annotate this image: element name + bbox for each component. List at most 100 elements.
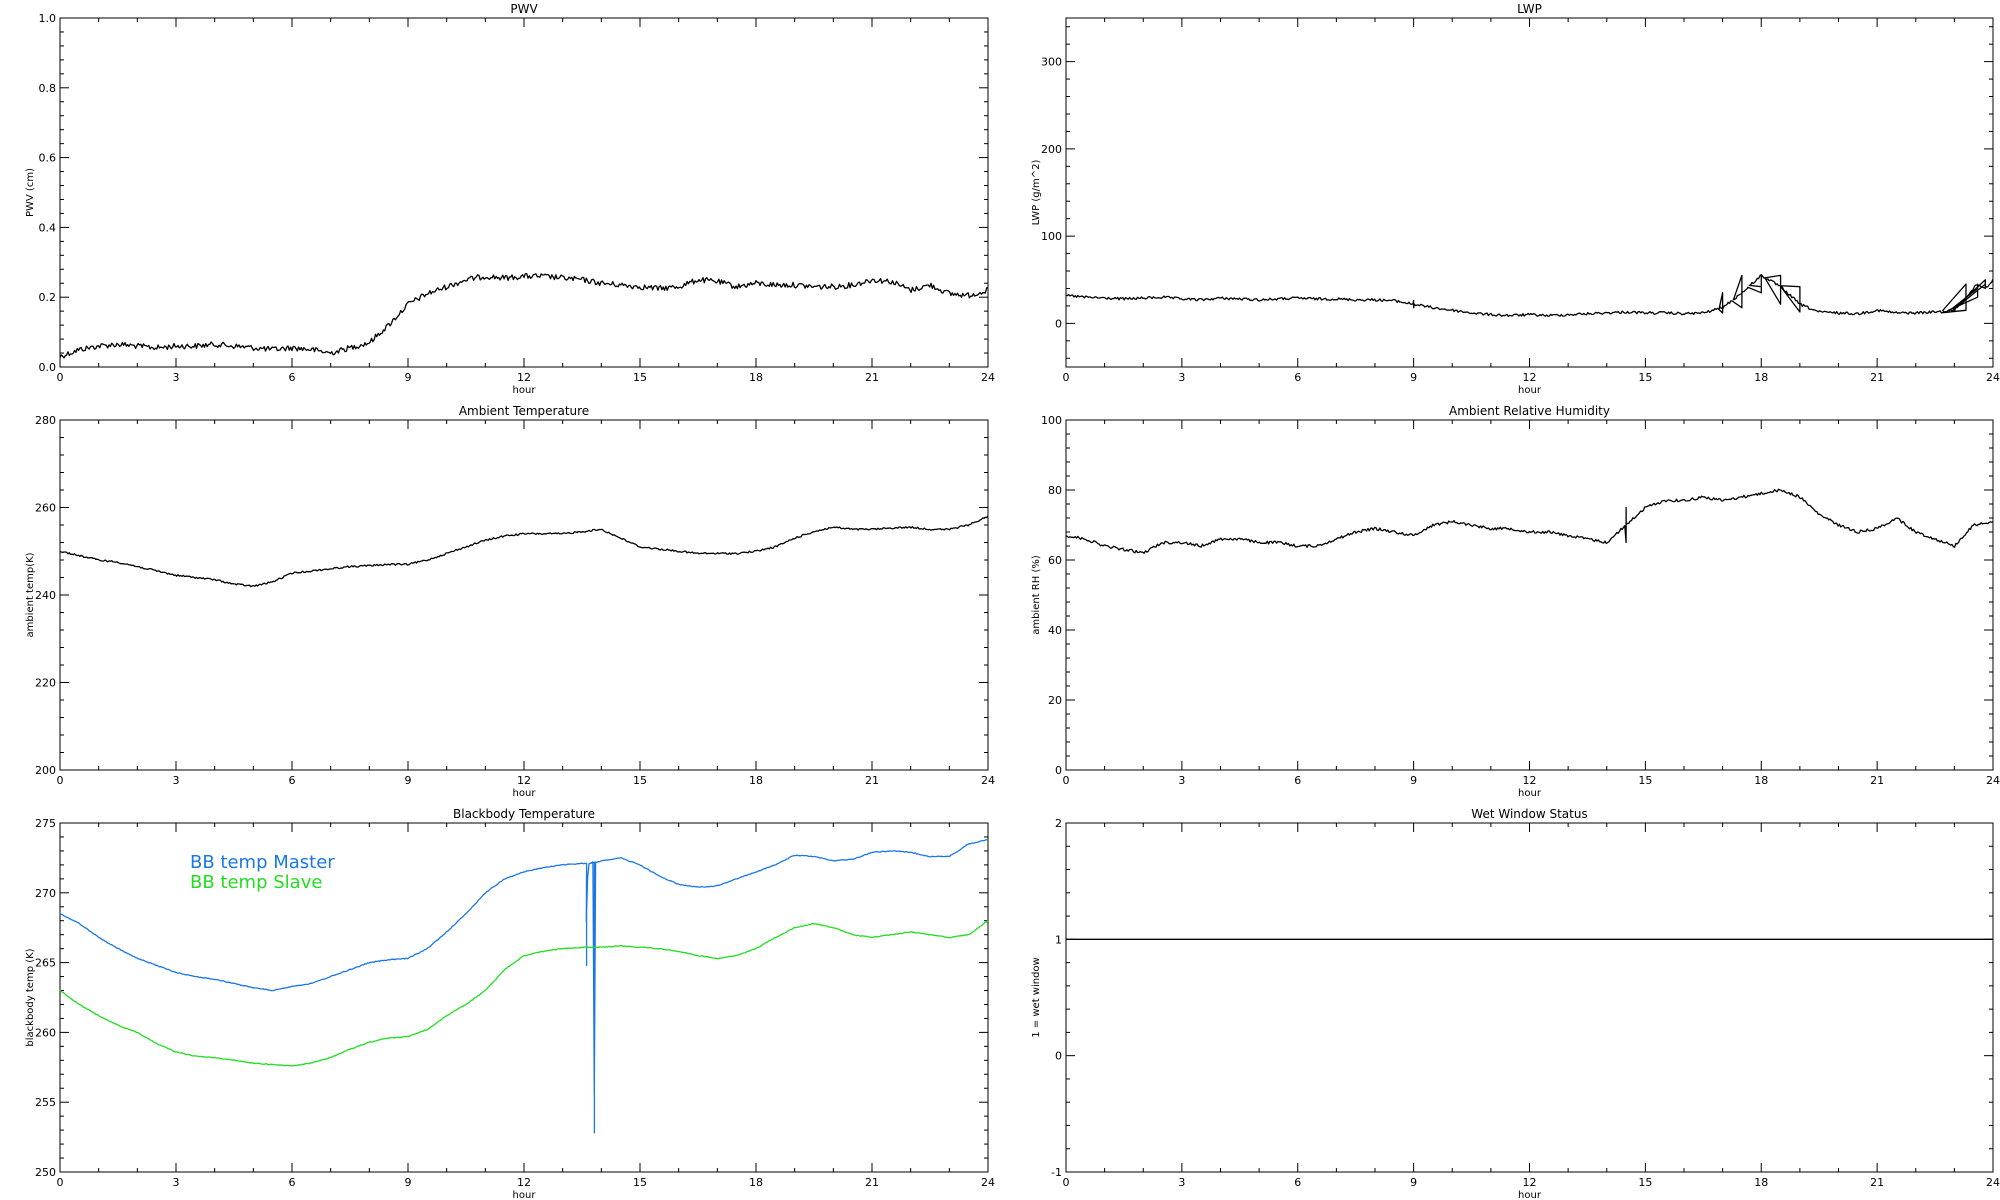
x-tick-label: 3 <box>1178 1176 1185 1189</box>
legend-entry: BB temp Slave <box>190 872 322 893</box>
chart-title: PWV <box>510 2 538 16</box>
x-tick-label: 12 <box>517 1176 531 1189</box>
x-tick-label: 15 <box>1638 774 1652 787</box>
plot-frame <box>59 419 989 771</box>
y-tick-label: 250 <box>35 1166 56 1179</box>
x-axis-label: hour <box>513 385 537 396</box>
x-tick-label: 24 <box>981 1176 995 1189</box>
y-axis-label: ambient RH (%) <box>1031 555 1042 635</box>
x-tick-label: 0 <box>57 1176 64 1189</box>
x-tick-label: 6 <box>289 371 296 384</box>
x-tick-label: 24 <box>1986 371 2000 384</box>
x-tick-label: 21 <box>1870 371 1884 384</box>
chart-title: Wet Window Status <box>1471 807 1587 821</box>
x-tick-label: 6 <box>1294 1176 1301 1189</box>
x-tick-label: 21 <box>865 774 879 787</box>
y-axis-label: blackbody temp (K) <box>25 948 36 1046</box>
y-tick-label: 1 <box>1055 933 1062 946</box>
x-tick-label: 21 <box>1870 774 1884 787</box>
x-tick-label: 15 <box>633 371 647 384</box>
x-tick-label: 15 <box>1638 1176 1652 1189</box>
x-tick-label: 18 <box>749 774 763 787</box>
x-tick-label: 12 <box>517 371 531 384</box>
x-tick-label: 0 <box>1063 371 1070 384</box>
x-tick-label: 15 <box>633 1176 647 1189</box>
series-line-1 <box>59 839 989 1134</box>
x-axis-label: hour <box>513 1190 537 1200</box>
chart-panel-3: Ambient Temperature 0 3 6 9 12 15 18 21 24 200 220 2… <box>25 404 995 799</box>
y-tick-label: -1 <box>1051 1166 1062 1179</box>
y-tick-label: 220 <box>35 677 56 690</box>
x-tick-label: 21 <box>1870 1176 1884 1189</box>
y-axis-label: LWP (g/m^2) <box>1031 160 1042 226</box>
chart-panel-4: Ambient Relative Humidity 0 3 6 9 12 15 18 21 24 0… <box>1031 404 2000 799</box>
x-tick-label: 12 <box>1523 774 1537 787</box>
x-tick-label: 9 <box>1410 774 1417 787</box>
y-tick-label: 300 <box>1041 56 1062 69</box>
x-tick-label: 3 <box>173 774 180 787</box>
x-tick-label: 0 <box>1063 774 1070 787</box>
x-tick-label: 6 <box>289 1176 296 1189</box>
x-tick-label: 18 <box>749 1176 763 1189</box>
x-tick-label: 6 <box>289 774 296 787</box>
y-tick-label: 0 <box>1055 764 1062 777</box>
y-tick-label: 0 <box>1055 317 1062 330</box>
x-tick-label: 9 <box>405 1176 412 1189</box>
x-tick-label: 24 <box>1986 1176 2000 1189</box>
x-tick-label: 9 <box>405 371 412 384</box>
y-tick-label: 265 <box>35 957 56 970</box>
chart-panel-2: LWP 0 3 6 9 12 15 18 21 24 0 100 200 300 hour LWP (g/m^… <box>1031 2 2000 396</box>
y-tick-label: 200 <box>35 764 56 777</box>
y-tick-label: 275 <box>35 817 56 830</box>
y-tick-label: 0.4 <box>39 221 57 234</box>
x-tick-label: 6 <box>1294 774 1301 787</box>
y-tick-label: 0.0 <box>39 361 57 374</box>
x-tick-label: 24 <box>1986 774 2000 787</box>
x-tick-label: 12 <box>517 774 531 787</box>
y-tick-label: 0.6 <box>39 152 57 165</box>
chart-title: LWP <box>1517 2 1542 16</box>
x-axis-label: hour <box>1518 385 1542 396</box>
y-tick-label: 40 <box>1048 624 1062 637</box>
y-tick-label: 20 <box>1048 694 1062 707</box>
y-axis-label: 1 = wet window <box>1031 957 1042 1037</box>
x-tick-label: 3 <box>173 1176 180 1189</box>
x-tick-label: 0 <box>57 774 64 787</box>
y-tick-label: 260 <box>35 502 56 515</box>
x-tick-label: 18 <box>1754 1176 1768 1189</box>
y-tick-label: 260 <box>35 1026 56 1039</box>
plot-frame <box>59 17 989 368</box>
x-axis-label: hour <box>1518 1190 1542 1200</box>
x-tick-label: 0 <box>1063 1176 1070 1189</box>
legend-entry: BB temp Master <box>190 852 335 873</box>
x-tick-label: 3 <box>173 371 180 384</box>
y-tick-label: 100 <box>1041 230 1062 243</box>
x-tick-label: 9 <box>1410 1176 1417 1189</box>
x-tick-label: 21 <box>865 371 879 384</box>
y-tick-label: 280 <box>35 414 56 427</box>
x-axis-label: hour <box>1518 788 1542 799</box>
x-axis-label: hour <box>513 788 537 799</box>
series-line-1 <box>59 515 989 588</box>
x-tick-label: 0 <box>57 371 64 384</box>
x-tick-label: 12 <box>1523 371 1537 384</box>
chart-title: Ambient Temperature <box>459 404 589 418</box>
x-tick-label: 6 <box>1294 371 1301 384</box>
plot-frame <box>1065 419 1994 771</box>
x-tick-label: 18 <box>1754 371 1768 384</box>
y-axis-label: ambient temp(K) <box>25 552 36 637</box>
x-tick-label: 3 <box>1178 774 1185 787</box>
chart-title: Blackbody Temperature <box>453 807 595 821</box>
y-tick-label: 1.0 <box>39 12 57 25</box>
x-tick-label: 12 <box>1523 1176 1537 1189</box>
x-tick-label: 9 <box>405 774 412 787</box>
y-tick-label: 80 <box>1048 484 1062 497</box>
chart-title: Ambient Relative Humidity <box>1449 404 1610 418</box>
series-line-1 <box>1065 488 1994 555</box>
y-tick-label: 60 <box>1048 554 1062 567</box>
plot-frame <box>1065 822 1994 1173</box>
x-tick-label: 21 <box>865 1176 879 1189</box>
y-axis-label: PWV (cm) <box>25 168 36 217</box>
